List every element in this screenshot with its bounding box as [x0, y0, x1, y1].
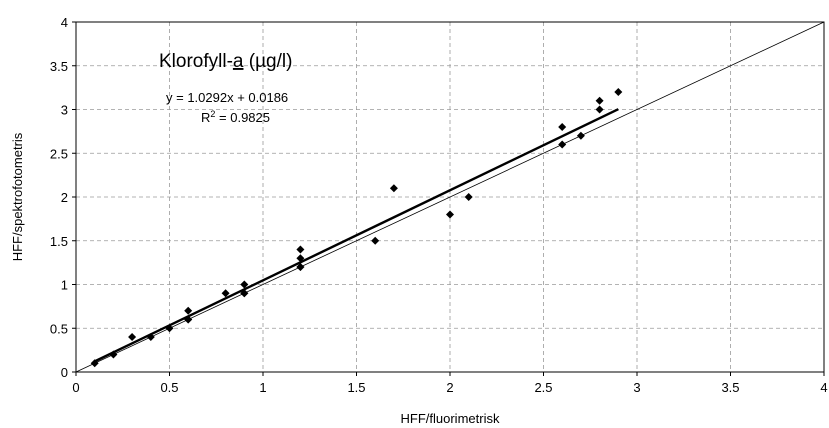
chart-title: Klorofyll-a (µg/l): [159, 51, 292, 72]
data-point: [371, 236, 380, 245]
y-tick-label: 1.5: [50, 234, 68, 249]
y-tick-label: 2.5: [50, 146, 68, 161]
r-squared-value: = 0.9825: [215, 110, 270, 125]
data-point: [558, 140, 567, 149]
x-tick-label: 1.5: [347, 380, 365, 395]
data-point: [240, 280, 249, 289]
grid-lines: [76, 22, 824, 372]
data-point: [240, 289, 249, 298]
x-tick-label: 0: [72, 380, 79, 395]
x-tick-label: 4: [820, 380, 827, 395]
data-points: [90, 88, 623, 368]
data-point: [595, 96, 604, 105]
y-tick-label: 3: [61, 103, 68, 118]
y-tick-label: 1: [61, 278, 68, 293]
x-tick-label: 3.5: [721, 380, 739, 395]
data-point: [576, 131, 585, 140]
chart-title-main: Klorofyll-: [159, 51, 233, 72]
data-point: [184, 306, 193, 315]
data-point: [446, 210, 454, 219]
y-tick-label: 3.5: [50, 59, 68, 74]
r-squared-symbol: R: [201, 110, 210, 125]
x-tick-label: 1: [259, 380, 266, 395]
y-tick-label: 0: [61, 365, 68, 380]
r-squared-exponent: 2: [210, 109, 215, 119]
identity-line: [75, 21, 825, 373]
data-point: [90, 359, 99, 368]
data-point: [128, 333, 137, 341]
x-axis-title: HFF/fluorimetrisk: [401, 411, 500, 426]
data-point: [165, 324, 174, 333]
data-point: [296, 263, 305, 271]
x-tick-label: 0.5: [160, 380, 178, 395]
data-point: [221, 289, 230, 298]
data-point: [558, 123, 567, 131]
regression-equation: y = 1.0292x + 0.0186: [166, 90, 288, 105]
data-point: [296, 245, 305, 254]
x-tick-label: 3: [633, 380, 640, 395]
data-point: [296, 254, 305, 263]
data-point: [614, 88, 623, 96]
data-point: [109, 350, 118, 359]
data-point: [184, 315, 193, 324]
axis-ticks: 0 0.5 1 1.5 2 2.5 3 3.5 4 0 0.5 1 1.5 2 2.5 3 3.5 4: [50, 15, 828, 395]
chart-title-unit: (µg/l): [243, 51, 292, 72]
chart-title-underlined: a: [233, 51, 244, 72]
data-point: [595, 105, 604, 114]
y-tick-label: 4: [61, 15, 68, 30]
regression-trendline: [94, 108, 619, 363]
data-point: [389, 184, 398, 193]
x-tick-label: 2.5: [534, 380, 552, 395]
y-axis-title: HFF/spektrofotometris: [10, 132, 25, 261]
x-tick-label: 2: [446, 380, 453, 395]
y-tick-label: 2: [61, 190, 68, 205]
y-tick-label: 0.5: [50, 321, 68, 336]
data-point: [146, 333, 155, 341]
r-squared-label: R2 = 0.9825: [201, 109, 270, 125]
data-point: [464, 193, 473, 201]
